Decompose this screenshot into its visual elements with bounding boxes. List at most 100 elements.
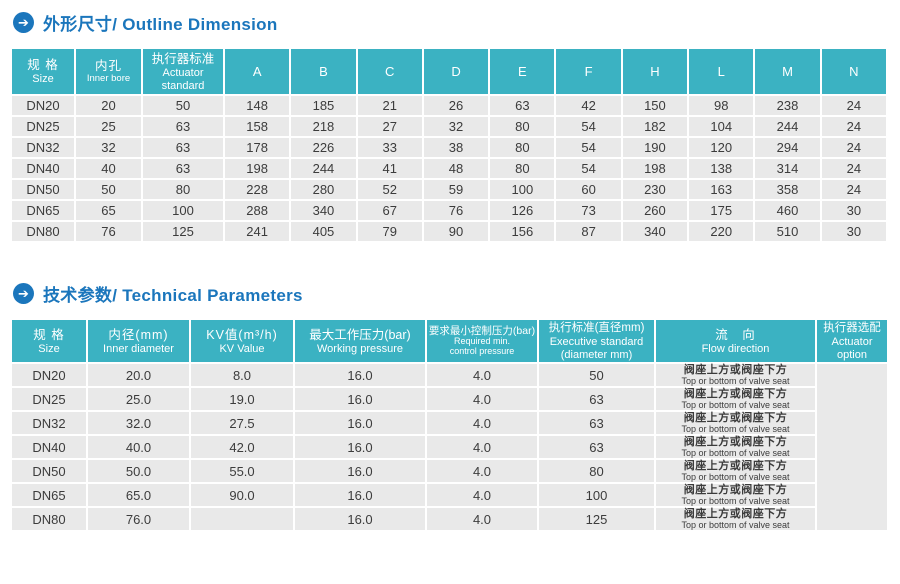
- technical-section-title: ➔ 技术参数/ Technical Parameters: [13, 280, 900, 306]
- table-cell: 125: [537, 506, 656, 533]
- table-cell: 8.0: [189, 362, 295, 389]
- table-cell: 30: [819, 199, 889, 222]
- table-row: DN32 32 63 178 226 33 38 80 54 190 120 294 24: [10, 136, 889, 159]
- header-label-en: Actuator: [831, 335, 873, 348]
- flow-direction-cell: 阀座上方或阀座下方 Top or bottom of valve seat: [654, 506, 817, 533]
- table-cell: 19.0: [189, 386, 295, 413]
- table-cell: 50: [74, 178, 143, 201]
- table-cell: 24: [819, 115, 889, 138]
- header-row: 规 格 Size 内孔 Inner bore 执行器标准 Actuator standard…: [10, 47, 889, 96]
- table-cell: 24: [819, 94, 889, 117]
- table-cell: DN65: [10, 199, 76, 222]
- header-label-zh: 最大工作压力(bar): [309, 327, 411, 342]
- table-cell: 20: [74, 94, 143, 117]
- table-cell: 120: [687, 136, 756, 159]
- table-cell: 198: [222, 157, 292, 180]
- table-cell: 27: [355, 115, 424, 138]
- header-label-zh: F: [584, 64, 593, 79]
- header-cell: 执行标准(直径mm) Executive standard (diameter mm…: [537, 317, 656, 365]
- table-cell: 4.0: [425, 362, 539, 389]
- header-cell: E: [488, 47, 557, 96]
- header-label-en: Inner diameter: [103, 342, 174, 355]
- table-cell: 87: [554, 220, 623, 243]
- header-label-zh: 执行器选配: [823, 322, 881, 334]
- table-cell: 73: [554, 199, 623, 222]
- table-cell: 25: [74, 115, 143, 138]
- header-row: 规 格 Size 内径(mm) Inner diameter KV值(m³/h) KV V…: [10, 317, 889, 365]
- table-cell: 4.0: [425, 386, 539, 413]
- table-cell: 32: [74, 136, 143, 159]
- table-cell: 65: [74, 199, 143, 222]
- header-label-zh: L: [717, 64, 725, 79]
- flow-direction-cell: 阀座上方或阀座下方 Top or bottom of valve seat: [654, 458, 817, 485]
- header-cell: D: [421, 47, 491, 96]
- header-cell: M: [753, 47, 822, 96]
- table-row: DN40 40 63 198 244 41 48 80 54 198 138 314 24: [10, 157, 889, 180]
- table-cell: 98: [687, 94, 756, 117]
- table-cell: DN50: [10, 178, 76, 201]
- table-cell: DN80: [10, 220, 76, 243]
- table-cell: 76.0: [86, 506, 191, 533]
- table-cell: 220: [687, 220, 756, 243]
- table-cell: 24: [819, 178, 889, 201]
- header-label-en: Executive standard: [549, 335, 644, 348]
- table-cell: 80: [488, 136, 557, 159]
- header-label-zh: 规 格: [27, 58, 59, 73]
- header-cell: KV值(m³/h) KV Value: [189, 317, 295, 365]
- table-cell: 41: [355, 157, 424, 180]
- table-cell: 4.0: [425, 434, 539, 461]
- header-label-zh: 内孔: [94, 58, 122, 73]
- header-cell: B: [289, 47, 358, 96]
- flow-direction-cell: 阀座上方或阀座下方 Top or bottom of valve seat: [654, 482, 817, 509]
- arrow-right-icon: ➔: [13, 282, 34, 304]
- flow-direction-zh: 阀座上方或阀座下方: [683, 412, 788, 425]
- table-cell: 42: [554, 94, 623, 117]
- table-cell: DN20: [10, 94, 76, 117]
- table-cell: 230: [620, 178, 690, 201]
- table-cell: 54: [554, 136, 623, 159]
- actuator-option-cell: [815, 362, 889, 533]
- table-row: DN50 50 80 228 280 52 59 100 60 230 163 358 24: [10, 178, 889, 201]
- table-cell: 150: [620, 94, 690, 117]
- table-cell: 16.0: [293, 506, 427, 533]
- flow-direction-cell: 阀座上方或阀座下方 Top or bottom of valve seat: [654, 434, 817, 461]
- flow-direction-en: Top or bottom of valve seat: [681, 448, 790, 459]
- header-cell: 要求最小控制压力(bar) Required min. control pressu…: [425, 317, 539, 365]
- table-cell: 27.5: [189, 410, 295, 437]
- table-cell: 76: [421, 199, 491, 222]
- table-cell: 358: [753, 178, 822, 201]
- header-cell: 规 格 Size: [10, 47, 76, 96]
- table-cell: 175: [687, 199, 756, 222]
- header-label-zh: 执行器标准: [151, 51, 215, 66]
- table-cell: DN32: [10, 410, 88, 437]
- table-cell: 24: [819, 136, 889, 159]
- table-cell: 185: [289, 94, 358, 117]
- arrow-right-icon: ➔: [13, 11, 34, 33]
- flow-direction-cell: 阀座上方或阀座下方 Top or bottom of valve seat: [654, 386, 817, 413]
- table-cell: 63: [141, 115, 225, 138]
- header-label-en: KV Value: [219, 342, 265, 355]
- header-label-zh: 规 格: [33, 327, 65, 342]
- table-cell: 80: [537, 458, 656, 485]
- table-cell: 48: [421, 157, 491, 180]
- table-cell: 50.0: [86, 458, 191, 485]
- header-label-zh: B: [319, 64, 328, 79]
- flow-direction-en: Top or bottom of valve seat: [681, 376, 790, 387]
- table-cell: DN65: [10, 482, 88, 509]
- table-cell: DN80: [10, 506, 88, 533]
- table-cell: 244: [289, 157, 358, 180]
- table-cell: DN50: [10, 458, 88, 485]
- header-label-zh: 执行标准(直径mm): [548, 322, 645, 334]
- table-cell: 182: [620, 115, 690, 138]
- table-cell: 90.0: [189, 482, 295, 509]
- header-label-zh: 要求最小控制压力(bar): [428, 325, 536, 338]
- table-cell: DN32: [10, 136, 76, 159]
- table-cell: 190: [620, 136, 690, 159]
- table-row: DN20 20 50 148 185 21 26 63 42 150 98 238 24: [10, 94, 889, 117]
- table-cell: 314: [753, 157, 822, 180]
- table-cell: 60: [554, 178, 623, 201]
- table-cell: 244: [753, 115, 822, 138]
- table-cell: 125: [141, 220, 225, 243]
- table-cell: 67: [355, 199, 424, 222]
- table-cell: 218: [289, 115, 358, 138]
